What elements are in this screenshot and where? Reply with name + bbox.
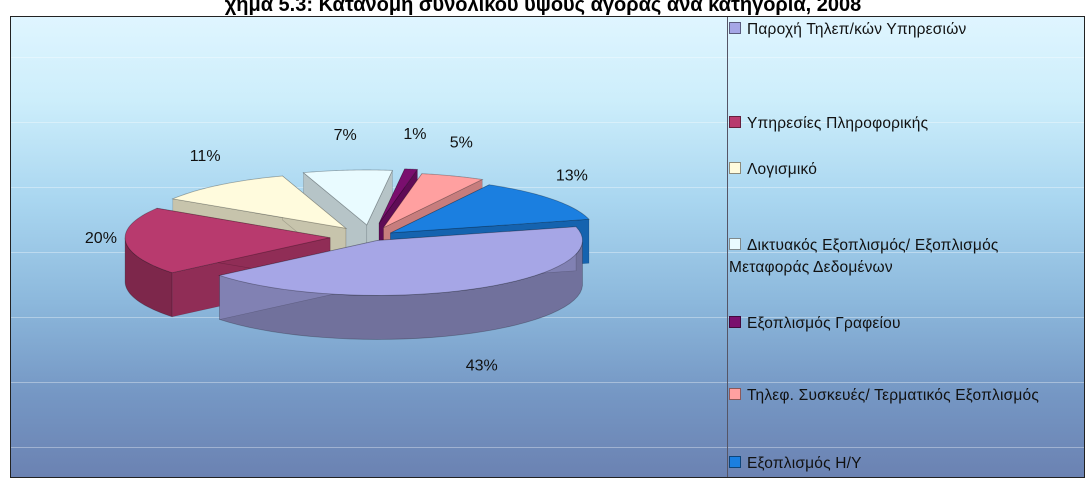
legend-item: Υπηρεσίες Πληροφορικής	[729, 113, 1079, 135]
legend-swatch	[729, 162, 741, 174]
legend-item: Τηλεφ. Συσκευές/ Τερματικός Εξοπλισμός	[729, 385, 1079, 407]
legend-divider	[727, 17, 728, 477]
pie-slice	[217, 226, 583, 340]
legend-swatch	[729, 22, 741, 34]
pie-slice-top	[217, 226, 583, 296]
legend-swatch	[729, 316, 741, 328]
pie-slice-top	[302, 169, 394, 226]
legend-swatch	[729, 456, 741, 468]
data-label: 13%	[556, 168, 588, 185]
data-label: 1%	[403, 126, 426, 143]
legend-label: Λογισμικό	[747, 161, 818, 178]
pie-slice-top	[124, 207, 331, 274]
legend-label: Δικτυακός Εξοπλισμός/ Εξοπλισμός Μεταφορ…	[729, 237, 999, 276]
pie-slice-side	[124, 237, 173, 318]
legend-item: Εξοπλισμός Γραφείου	[729, 313, 1079, 335]
legend-label: Παροχή Τηλεπ/κών Υπηρεσιών	[747, 21, 967, 38]
pie-slice-side	[219, 241, 583, 340]
legend-label: Υπηρεσίες Πληροφορικής	[747, 115, 929, 132]
pie-slice-top	[390, 184, 590, 234]
legend-item: Εξοπλισμός Η/Υ	[729, 453, 1079, 475]
data-label: 7%	[334, 127, 357, 144]
data-label: 43%	[466, 357, 498, 374]
legend-item: Δικτυακός Εξοπλισμός/ Εξοπλισμός Μεταφορ…	[729, 235, 1079, 279]
legend-item: Παροχή Τηλεπ/κών Υπηρεσιών	[729, 19, 1079, 41]
legend-swatch	[729, 388, 741, 400]
legend-label: Εξοπλισμός Η/Υ	[747, 455, 862, 472]
chart-title: χήμα 5.3: Κατανομή συνολικού ύψους αγορά…	[224, 0, 862, 16]
pie-slice-top	[383, 173, 484, 229]
legend-swatch	[729, 238, 741, 250]
pie-slice-top	[171, 175, 348, 229]
data-label: 20%	[85, 230, 117, 247]
chart-area: 43% 20% 11% 7% 1% 5% 13% Παροχή Τηλεπ/κών Υπηρ…	[10, 16, 1085, 478]
pie-chart: 43% 20% 11% 7% 1% 5% 13%	[85, 126, 590, 374]
legend-label: Εξοπλισμός Γραφείου	[747, 315, 901, 332]
legend-item: Λογισμικό	[729, 159, 1079, 181]
data-label: 11%	[190, 148, 221, 165]
data-label: 5%	[450, 134, 473, 151]
legend-swatch	[729, 116, 741, 128]
legend-label: Τηλεφ. Συσκευές/ Τερματικός Εξοπλισμός	[747, 387, 1039, 404]
pie-slice-top	[378, 168, 419, 224]
